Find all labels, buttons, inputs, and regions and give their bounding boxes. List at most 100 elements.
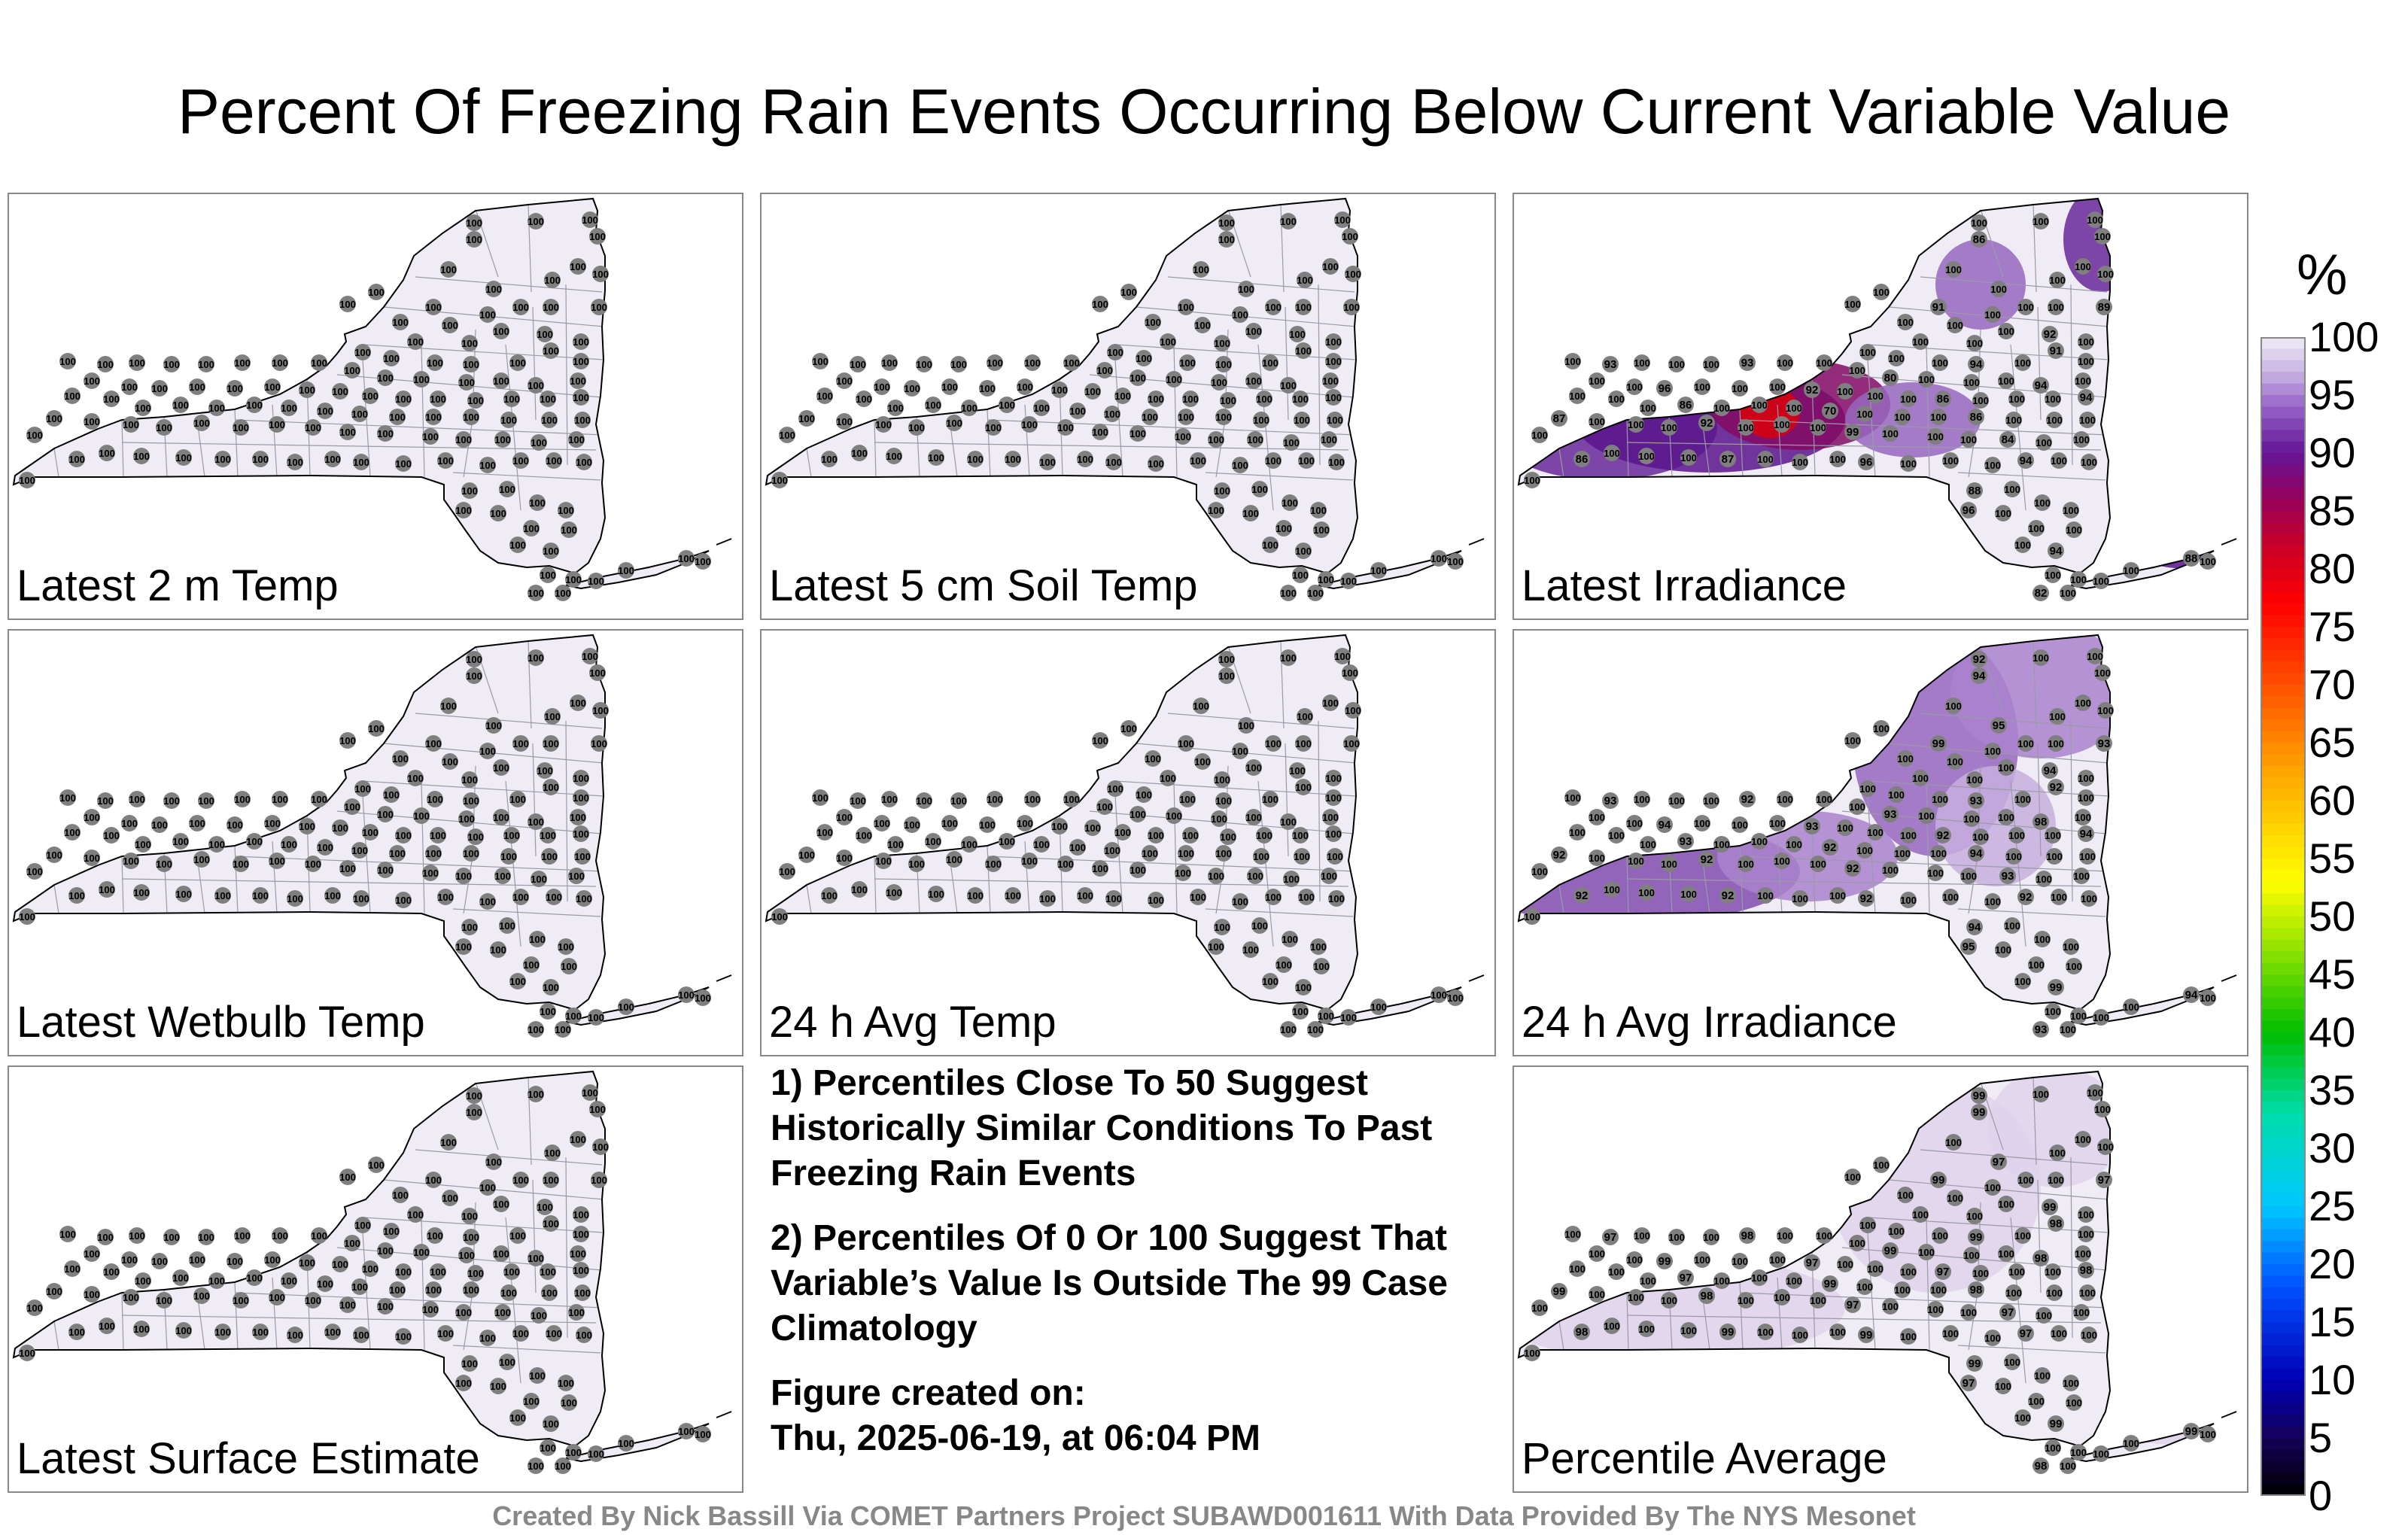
station-marker: 100 [1298, 452, 1315, 469]
panel-label: Latest 2 m Temp [17, 561, 339, 610]
station-dot [461, 1208, 478, 1224]
county-line [121, 856, 124, 914]
station-value: 100 [1849, 1238, 1865, 1249]
station-marker: 100 [1849, 362, 1865, 378]
station-dot [264, 815, 281, 831]
station-marker: 100 [540, 1263, 556, 1280]
station-marker: 100 [317, 839, 333, 856]
station-marker: 100 [1178, 409, 1194, 425]
station-dot [1968, 1229, 1984, 1245]
station-marker: 100 [836, 413, 853, 430]
station-dot [1182, 827, 1199, 843]
station-value: 100 [1120, 287, 1137, 298]
station-marker: 100 [324, 451, 341, 467]
station-marker: 100 [172, 833, 189, 850]
station-marker: 100 [490, 1378, 506, 1394]
station-marker: 100 [836, 850, 853, 866]
station-dot [987, 354, 1003, 371]
station-marker: 100 [816, 824, 833, 840]
station-dot [479, 893, 496, 910]
station-marker: 100 [1918, 1244, 1935, 1260]
station-dot [281, 836, 297, 853]
station-marker: 100 [1208, 938, 1224, 955]
station-value: 100 [84, 375, 100, 387]
station-dot [59, 353, 76, 369]
station-dot [1894, 845, 1911, 862]
county-line [532, 306, 537, 421]
station-value: 93 [1970, 795, 1983, 807]
station-dot [233, 1292, 249, 1309]
station-marker: 100 [592, 1138, 609, 1155]
station-value: 100 [1322, 375, 1339, 387]
station-marker: 100 [1626, 1251, 1643, 1268]
station-dot [904, 380, 920, 397]
station-marker: 100 [2087, 648, 2103, 664]
county-line [532, 743, 537, 857]
county-line [2070, 1157, 2073, 1339]
station-dot [1786, 400, 1802, 416]
station-value: 100 [1280, 588, 1297, 599]
station-dot [1698, 1287, 1715, 1304]
station-dot [68, 451, 85, 467]
station-dot [351, 842, 368, 859]
station-dot [1968, 409, 1984, 425]
station-value: 100 [2066, 1397, 2082, 1409]
station-marker: 100 [1703, 1229, 1719, 1245]
station-marker: 100 [455, 938, 472, 955]
station-value: 100 [1208, 941, 1224, 953]
station-value: 99 [1973, 1090, 1986, 1102]
station-value: 100 [1703, 795, 1719, 807]
station-marker: 100 [500, 848, 517, 865]
station-dot [1897, 314, 1914, 330]
station-marker: 100 [2063, 1375, 2079, 1391]
station-value: 100 [1859, 1220, 1876, 1231]
station-value: 100 [233, 1295, 249, 1306]
station-marker: 100 [1340, 1009, 1357, 1026]
station-dot [1656, 1253, 1673, 1269]
station-value: 100 [493, 326, 509, 337]
station-dot [2042, 326, 2058, 342]
station-dot [543, 1215, 559, 1232]
station-marker: 100 [1810, 856, 1826, 872]
station-marker: 100 [1215, 356, 1232, 372]
station-dot [1005, 451, 1021, 467]
station-marker: 100 [618, 562, 634, 579]
station-value: 100 [1856, 409, 1873, 420]
station-value: 100 [1215, 848, 1232, 859]
station-dot [339, 860, 356, 877]
station-dot [561, 958, 577, 974]
ny-map: 100 100 1001001001001001001001001001001001… [765, 634, 1485, 1038]
station-value: 100 [1105, 457, 1122, 468]
station-dot [812, 353, 829, 369]
station-dot [1295, 342, 1312, 359]
station-dot [1703, 792, 1719, 809]
station-value: 100 [121, 818, 138, 829]
station-marker: 100 [1092, 296, 1108, 312]
station-dot [1966, 335, 1983, 351]
station-value: 100 [1024, 357, 1041, 369]
station-dot [2008, 827, 2025, 843]
station-marker: 100 [1447, 989, 1464, 1006]
station-dot [324, 451, 341, 467]
station-dot [1822, 839, 1838, 856]
station-value: 100 [392, 753, 409, 764]
station-value: 100 [461, 1211, 478, 1222]
station-dot [1238, 281, 1254, 297]
shading-region [1988, 1071, 2124, 1187]
station-marker: 100 [317, 1275, 333, 1292]
station-value: 100 [1792, 457, 1808, 468]
station-dot [1322, 695, 1339, 711]
station-value: 100 [1313, 524, 1330, 536]
station-marker: 100 [1703, 792, 1719, 809]
station-value: 100 [2087, 214, 2103, 226]
station-dot [19, 1345, 35, 1361]
station-dot [1947, 1190, 1963, 1206]
station-marker: 100 [1882, 425, 1899, 442]
station-value: 100 [332, 1259, 348, 1270]
station-marker: 100 [1661, 1292, 1677, 1309]
station-marker: 100 [1524, 472, 1540, 488]
station-dot [1751, 1269, 1768, 1286]
station-marker: 100 [1017, 378, 1033, 395]
county-line [806, 884, 812, 914]
county-line [1739, 409, 1744, 478]
